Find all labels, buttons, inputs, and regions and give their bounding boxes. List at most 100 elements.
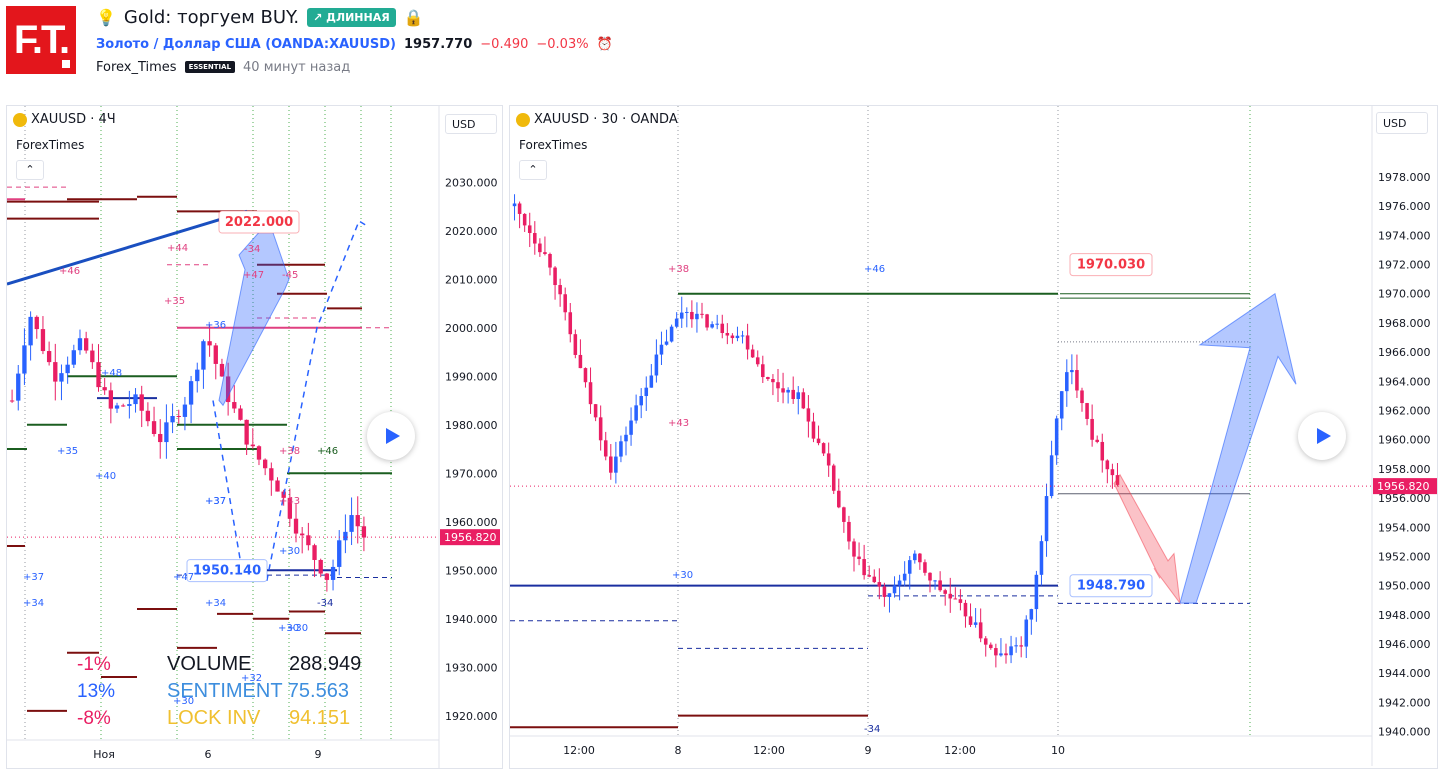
candle-body	[593, 404, 598, 418]
candle-body	[53, 362, 58, 382]
candle-body	[842, 507, 846, 522]
stat-pct-2: 13%	[77, 681, 116, 702]
candle-body	[1009, 646, 1013, 656]
candle-body	[300, 533, 305, 536]
candle-body	[312, 545, 317, 560]
candle-body	[1080, 390, 1084, 404]
level-marker-label: +30	[173, 696, 194, 707]
level-marker-label: +37	[205, 496, 226, 507]
candle-body	[989, 644, 993, 649]
y-tick-label: 1958.000	[1378, 463, 1431, 476]
y-tick-label: 1980.000	[445, 419, 498, 432]
candle-body	[1085, 403, 1089, 419]
candle-body	[877, 582, 882, 587]
candle-body	[609, 456, 613, 473]
candle-body	[1100, 441, 1105, 461]
lock-inv-value: 94.151	[289, 707, 351, 729]
candle-body	[1105, 460, 1110, 470]
y-tick-label: 1950.000	[445, 564, 498, 577]
candle-body	[796, 392, 801, 400]
candle-body	[872, 576, 877, 583]
candle-body	[816, 438, 821, 444]
y-tick-label: 1950.000	[1378, 580, 1431, 593]
candle-body	[548, 254, 552, 268]
level-marker-label: +34	[23, 598, 44, 609]
candle-body	[664, 341, 669, 345]
candle-body	[244, 419, 249, 445]
candle-body	[96, 362, 101, 388]
candle-body	[978, 622, 983, 639]
y-tick-label: 1970.000	[445, 467, 498, 480]
y-tick-label: 1976.000	[1378, 200, 1431, 213]
candle-body	[517, 203, 522, 214]
chart-30m-svg: 1978.000 1976.000 1974.000 1972.000 1970.000…	[510, 106, 1437, 766]
candle-body	[1065, 372, 1069, 392]
y-tick-label: 1944.000	[1378, 667, 1431, 680]
collapse-button[interactable]: ⌃	[519, 160, 547, 180]
candle-body	[1039, 541, 1044, 575]
candle-body	[46, 351, 52, 363]
y-tick-label: 2010.000	[445, 273, 498, 286]
candle-body	[40, 329, 46, 352]
candle-body	[811, 421, 816, 439]
stat-pct-3: -8%	[77, 708, 111, 729]
candle-body	[1075, 370, 1079, 391]
direction-badge: ↗ ДЛИННАЯ	[307, 7, 396, 27]
volume-value: 288.949	[289, 653, 362, 675]
trend-line	[7, 209, 248, 286]
candle-body	[614, 456, 618, 473]
candle-body	[1070, 370, 1074, 373]
candle-body	[1115, 475, 1120, 485]
y-tick-label: 1940.000	[1378, 726, 1431, 739]
candle-body	[225, 376, 231, 403]
candle-body	[238, 408, 243, 420]
lock-inv-label: LOCK INV	[167, 707, 261, 729]
volume-label: VOLUME	[167, 653, 252, 675]
candle-body	[170, 415, 175, 423]
candle-body	[659, 344, 664, 355]
chart-title: XAUUSD · 30 · OANDA	[534, 112, 678, 127]
play-button[interactable]	[367, 412, 415, 460]
alarm-clock-icon[interactable]: ⏰	[596, 36, 613, 52]
candle-body	[9, 400, 15, 402]
candle-body	[948, 593, 953, 599]
candle-body	[923, 562, 927, 573]
brand-logo[interactable]: F.T.	[6, 6, 76, 74]
candle-body	[59, 373, 64, 382]
y-tick-label: 1990.000	[445, 370, 498, 383]
level-marker-label: +48	[101, 368, 122, 379]
author-name[interactable]: Forex_Times	[96, 59, 177, 75]
currency-label[interactable]: USD	[445, 114, 497, 134]
candle-body	[164, 422, 169, 443]
candle-body	[806, 408, 811, 422]
play-button[interactable]	[1298, 412, 1346, 460]
chart-panel-4h[interactable]: 2030.000 2020.000 2010.000 2000.000 1990.000…	[6, 105, 503, 769]
collapse-button[interactable]: ⌃	[16, 160, 44, 180]
y-tick-label: 1972.000	[1378, 259, 1431, 272]
y-tick-label: 1956.000	[1378, 492, 1431, 505]
candle-body	[973, 622, 978, 625]
candle-body	[324, 573, 330, 580]
y-tick-label: 1970.000	[1378, 288, 1431, 301]
currency-label[interactable]: USD	[1376, 112, 1428, 134]
candle-body	[867, 575, 871, 577]
level-marker-label: +30	[287, 623, 308, 634]
level-marker-label: +35	[57, 446, 78, 457]
candle-body	[583, 368, 588, 383]
symbol-link[interactable]: Золото / Доллар США (OANDA:XAUUSD)	[96, 36, 397, 52]
candle-body	[740, 335, 745, 337]
candle-body	[250, 444, 255, 447]
candle-body	[139, 394, 144, 411]
candle-body	[538, 243, 542, 253]
chart-panel-30m[interactable]: 1978.000 1976.000 1974.000 1972.000 1970.000…	[509, 105, 1438, 769]
candle-body	[745, 335, 750, 350]
current-price-tag	[1373, 478, 1437, 495]
candle-body	[182, 404, 188, 417]
last-price: 1957.770	[404, 36, 473, 52]
candle-body	[629, 420, 633, 435]
candle-body	[761, 364, 765, 378]
y-tick-label: 1974.000	[1378, 229, 1431, 242]
y-tick-label: 1920.000	[445, 710, 498, 723]
candle-body	[634, 405, 638, 421]
price-change-pct: −0.03%	[536, 36, 589, 52]
